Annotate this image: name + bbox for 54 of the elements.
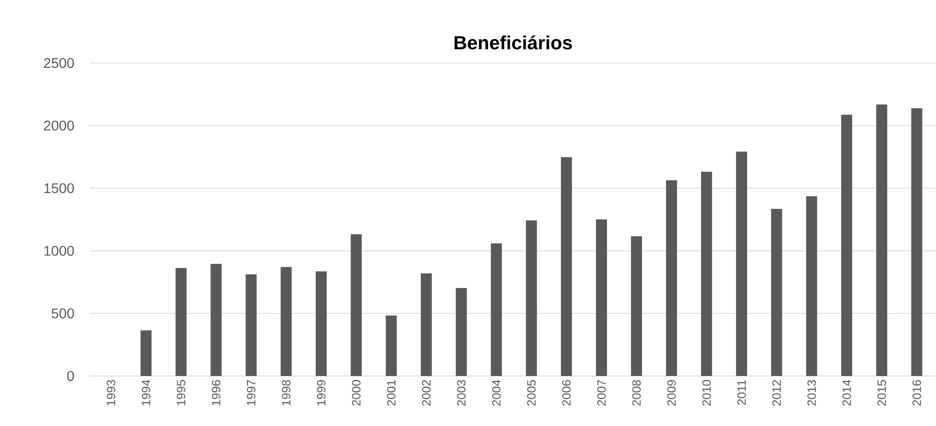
bar	[560, 157, 572, 376]
x-tick-label: 1998	[282, 380, 290, 406]
x-tick-label: 2015	[877, 380, 886, 406]
bar	[806, 196, 818, 376]
bar	[526, 220, 537, 376]
y-tick-label: 1000	[44, 246, 74, 256]
x-tick-label: 1995	[176, 380, 186, 406]
bar	[350, 234, 362, 376]
x-tick-label: 2001	[387, 380, 396, 406]
x-tick-label: 1993	[106, 380, 116, 406]
x-tick-label: 2006	[562, 380, 571, 406]
y-tick-label: 500	[52, 308, 74, 318]
bar	[210, 264, 222, 376]
bar	[911, 108, 922, 376]
x-tick-label: 2016	[912, 380, 921, 406]
x-tick-label: 2013	[807, 380, 816, 406]
x-tick-label: 2000	[352, 380, 360, 406]
chart-title: Beneficiários	[454, 35, 572, 50]
bar	[736, 152, 748, 376]
bar	[630, 236, 642, 376]
x-tick-label: 1996	[212, 380, 220, 406]
bar	[420, 273, 432, 376]
bar	[841, 114, 852, 376]
x-tick-label: 2011	[737, 380, 746, 405]
bar	[176, 268, 187, 376]
x-tick-label: 2008	[632, 380, 641, 406]
bar	[490, 243, 502, 376]
bar	[140, 330, 152, 376]
bar	[666, 180, 678, 376]
bar	[246, 274, 257, 376]
x-tick-label: 2014	[842, 380, 851, 406]
bar	[876, 104, 888, 376]
bar	[316, 271, 327, 376]
y-tick-label: 0	[67, 371, 74, 381]
x-tick-label: 1997	[246, 380, 256, 406]
bar	[280, 266, 292, 376]
x-tick-label: 2003	[457, 380, 466, 406]
x-tick-label: 1999	[316, 380, 326, 406]
bar	[596, 219, 607, 376]
x-tick-label: 2009	[667, 380, 676, 406]
bar	[386, 316, 397, 376]
x-tick-label: 2005	[527, 380, 536, 406]
x-tick-label: 1994	[142, 380, 150, 406]
bar	[771, 208, 782, 376]
y-tick-label: 2500	[44, 58, 74, 68]
bar	[701, 172, 712, 376]
x-tick-label: 2002	[422, 380, 431, 406]
y-tick-label: 1500	[44, 183, 74, 194]
x-tick-label: 2010	[702, 380, 711, 406]
x-tick-label: 2012	[772, 380, 781, 406]
x-tick-label: 2004	[492, 380, 501, 406]
bar	[456, 288, 467, 376]
y-tick-label: 2000	[44, 120, 74, 131]
x-tick-label: 2007	[597, 380, 606, 406]
